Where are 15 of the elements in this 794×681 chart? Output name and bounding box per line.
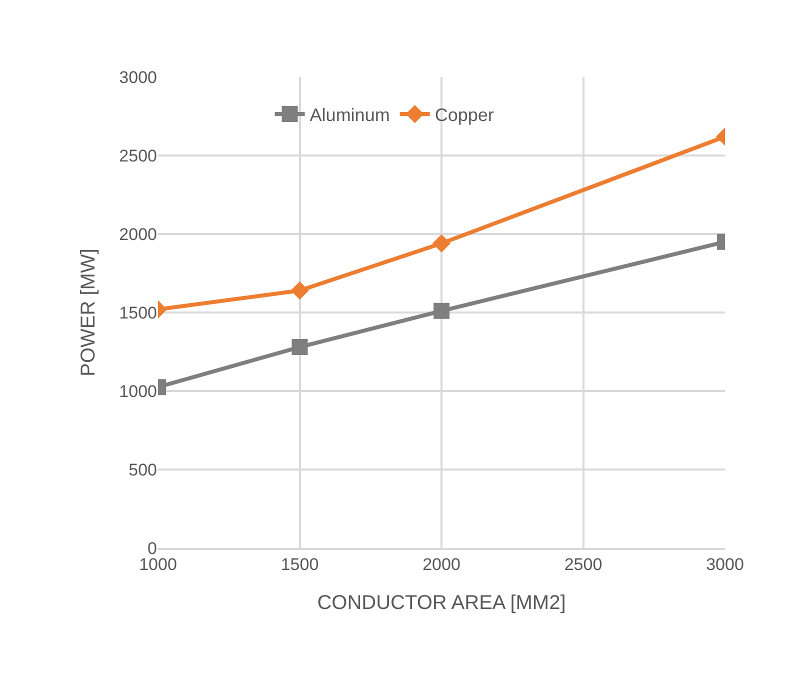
- y-tick-label: 2000: [119, 224, 157, 244]
- x-tick-label: 2500: [564, 555, 602, 574]
- y-tick-label: 1000: [119, 382, 157, 401]
- x-tick-label: 2000: [422, 555, 460, 574]
- legend-label: Copper: [434, 105, 494, 126]
- y-tick-label: 0: [148, 538, 157, 558]
- x-tick-label: 1500: [280, 555, 319, 574]
- legend-label: Aluminum: [310, 105, 390, 126]
- y-tick-label: 2500: [119, 146, 157, 166]
- y-tick-label: 1500: [119, 303, 157, 322]
- x-axis-title: CONDUCTOR AREA [MM2]: [317, 592, 566, 614]
- y-tick-label: 3000: [119, 68, 157, 87]
- x-tick-label: 3000: [706, 555, 744, 574]
- y-axis-title: POWER [MW]: [78, 248, 100, 376]
- y-tick-label: 500: [128, 460, 157, 480]
